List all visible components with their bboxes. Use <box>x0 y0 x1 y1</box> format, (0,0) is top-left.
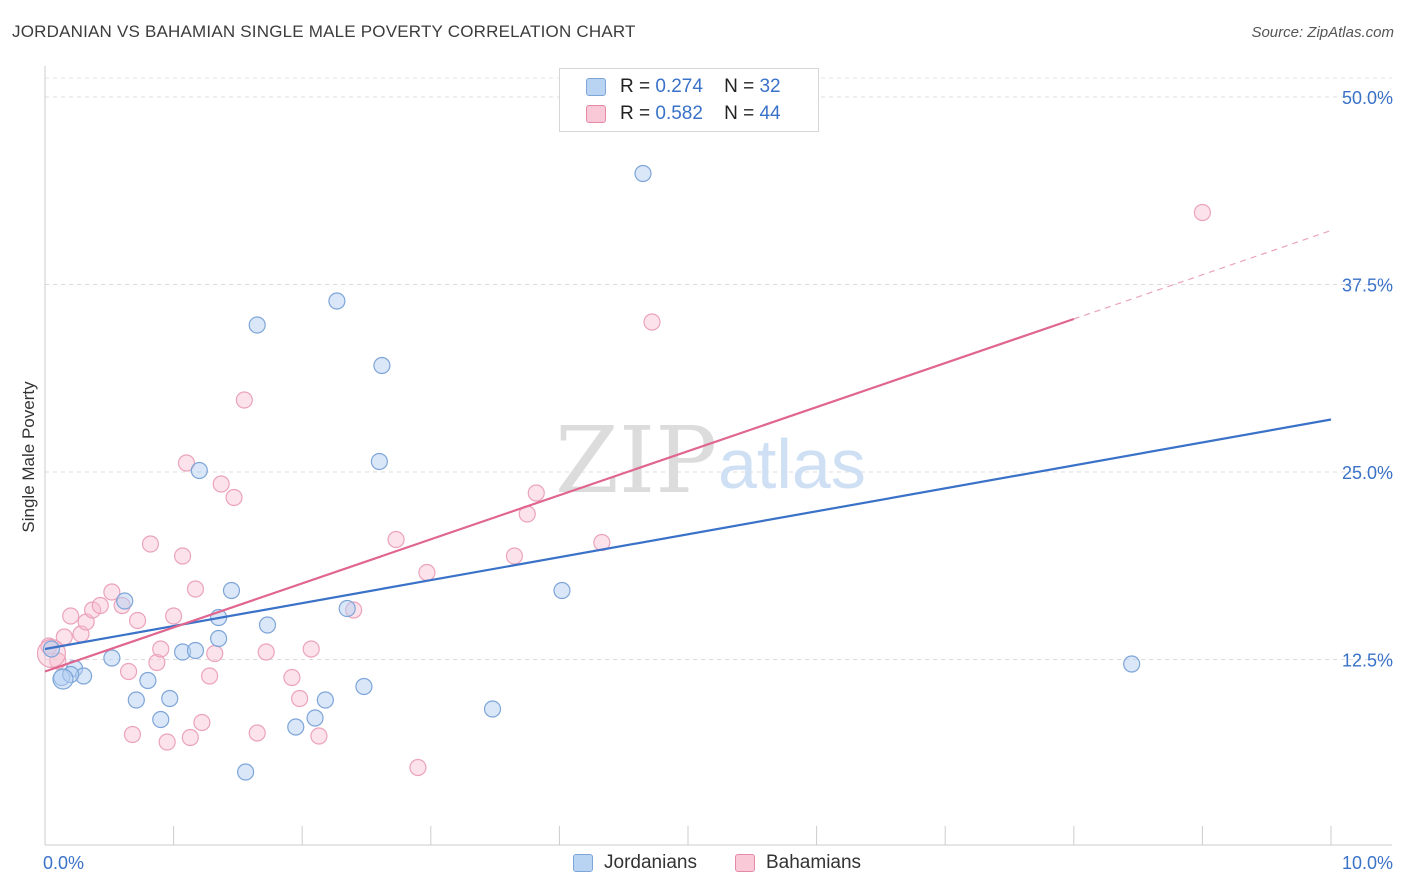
bahamians-point <box>119 662 138 681</box>
jordanians-point <box>210 629 228 648</box>
stats-legend: R = 0.274 N = 32 R = 0.582 N = 44 <box>559 68 819 132</box>
y-axis-label: Single Male Poverty <box>19 381 38 533</box>
jordanians-point <box>222 581 241 600</box>
jordanians-point <box>152 710 170 729</box>
bahamians-point <box>225 488 243 507</box>
n-value: 44 <box>759 103 781 124</box>
tick-labels: 12.5% 25.0% 37.5% 50.0% 0.0% 10.0% <box>43 88 1393 873</box>
bahamians-point <box>62 607 80 625</box>
bahamians-point <box>152 640 170 658</box>
bahamians-point <box>302 640 320 658</box>
jordanians-point <box>355 677 373 696</box>
x-tick-label-min: 0.0% <box>43 853 84 873</box>
jordanians-point <box>553 581 571 600</box>
jordanians-point <box>287 718 305 736</box>
jordanians-point <box>306 709 324 727</box>
bahamians-point <box>1193 203 1212 222</box>
jordanians-point <box>1123 655 1141 673</box>
jordanians-swatch <box>586 78 606 96</box>
bahamians-legend-swatch <box>735 854 755 872</box>
jordanians-point <box>186 641 205 660</box>
bahamians-point <box>643 313 661 331</box>
bahamians-point <box>206 644 224 663</box>
bahamians-point <box>409 758 427 777</box>
bahamians-point <box>91 596 109 615</box>
bahamians-trend-line <box>44 317 1075 673</box>
watermark-zip: ZIP <box>555 407 717 514</box>
r-value: 0.274 <box>655 76 703 97</box>
n-label: N = <box>724 76 755 97</box>
bahamians-swatch <box>586 105 606 123</box>
y-tick-label: 50.0% <box>1342 88 1393 108</box>
bahamians-point <box>387 530 405 549</box>
jordanians-point <box>190 461 208 480</box>
bahamians-point <box>527 484 545 502</box>
bahamians-point <box>418 563 436 582</box>
y-tick-label: 25.0% <box>1342 463 1393 483</box>
bahamians-point <box>177 454 196 472</box>
bahamians-legend-label: Bahamians <box>766 852 862 873</box>
jordanians-point <box>316 691 334 709</box>
jordanians-point <box>161 689 179 708</box>
chart-title: JORDANIAN VS BAHAMIAN SINGLE MALE POVERT… <box>12 22 636 41</box>
bahamians-point <box>505 547 523 565</box>
bahamians-point <box>291 689 309 708</box>
jordanians-point <box>42 640 61 658</box>
jordanians-point <box>258 616 277 634</box>
bahamians-point <box>257 643 275 661</box>
jordanians-legend-swatch <box>573 854 593 872</box>
n-label: N = <box>724 103 755 124</box>
watermark-atlas: atlas <box>718 425 866 503</box>
bahamians-point <box>165 607 183 625</box>
jordanians-point <box>127 691 145 709</box>
bahamians-point <box>310 727 328 745</box>
jordanians-point <box>237 763 255 781</box>
y-tick-label: 37.5% <box>1342 276 1393 296</box>
x-tick-label-max: 10.0% <box>1342 853 1393 873</box>
bahamians-point <box>283 668 301 687</box>
jordanians-point <box>373 356 391 375</box>
jordanians-trend-line <box>44 418 1332 651</box>
bahamians-point <box>186 580 205 598</box>
jordanians-point <box>483 700 502 718</box>
jordanians-legend-label: Jordanians <box>604 852 697 873</box>
jordanians-point <box>338 599 356 618</box>
bahamians-point <box>128 611 147 630</box>
source-label: Source: ZipAtlas.com <box>1251 24 1394 41</box>
axes <box>44 66 1392 846</box>
r-label: R = <box>620 103 651 124</box>
bahamians-point <box>174 547 192 565</box>
bahamians-point <box>181 728 199 747</box>
y-tick-label: 12.5% <box>1342 651 1393 671</box>
r-label: R = <box>620 76 651 97</box>
jordanians-point <box>116 592 134 610</box>
jordanians-point <box>248 316 266 334</box>
gridlines <box>45 77 1392 660</box>
jordanians-point <box>328 292 346 310</box>
bahamians-point <box>148 653 166 672</box>
jordanians-point <box>634 164 652 183</box>
bahamians-point <box>212 475 230 493</box>
bahamians-trend-extension <box>1073 229 1332 320</box>
r-value: 0.582 <box>655 103 703 124</box>
jordanians-point <box>370 452 388 471</box>
bahamians-point <box>141 535 160 553</box>
bahamians-point <box>158 733 176 751</box>
bahamians-point <box>123 725 142 744</box>
jordanians-points <box>42 164 1141 781</box>
bahamians-point <box>235 391 253 409</box>
bahamians-point <box>201 667 219 685</box>
jordanians-point-large <box>52 668 74 690</box>
bahamians-point <box>193 713 211 732</box>
bahamians-point <box>103 583 121 601</box>
jordanians-point <box>139 671 157 690</box>
n-value: 32 <box>759 76 781 97</box>
bahamians-point <box>248 724 266 742</box>
jordanians-point <box>103 649 121 667</box>
trend-lines <box>44 229 1332 673</box>
